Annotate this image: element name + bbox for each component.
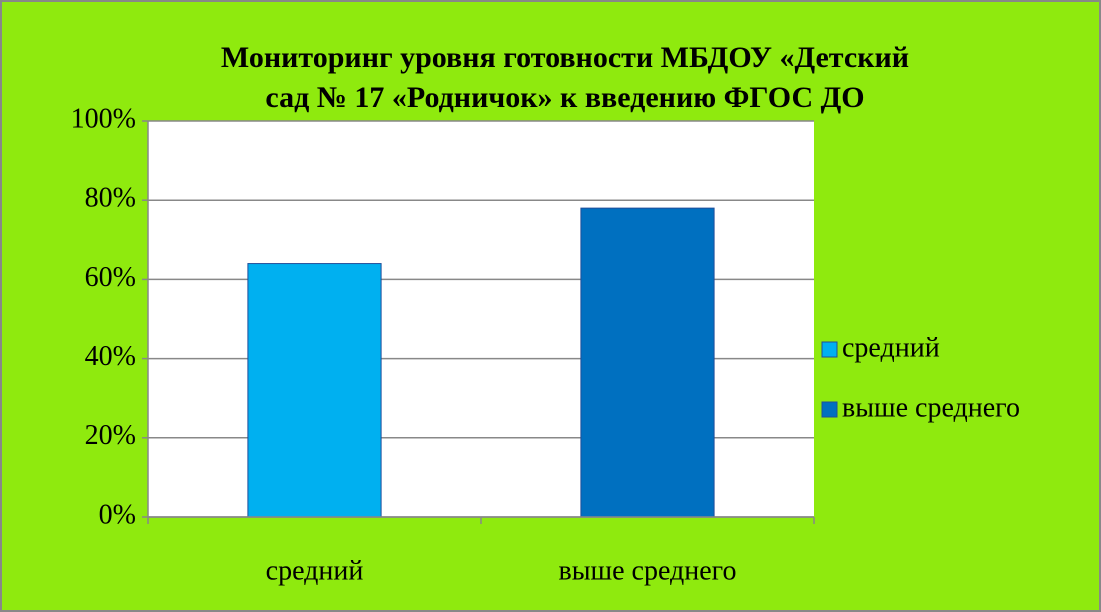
x-tick-label: выше среднего bbox=[559, 555, 737, 586]
bar bbox=[580, 207, 715, 518]
y-tick-label: 0% bbox=[99, 499, 136, 530]
legend-label: выше среднего bbox=[842, 392, 1020, 423]
bar bbox=[247, 263, 382, 518]
legend-label: средний bbox=[842, 332, 940, 363]
y-tick-label: 60% bbox=[85, 262, 136, 293]
chart-title: сад № 17 «Родничок» к введению ФГОС ДО bbox=[265, 81, 864, 114]
chart-title: Мониторинг уровня готовности МБДОУ «Детс… bbox=[221, 41, 909, 74]
legend-swatch bbox=[821, 401, 838, 418]
y-tick-label: 100% bbox=[71, 103, 136, 134]
y-tick-label: 80% bbox=[85, 183, 136, 214]
y-tick-label: 40% bbox=[85, 341, 136, 372]
legend-swatch bbox=[821, 341, 838, 358]
y-tick-label: 20% bbox=[85, 420, 136, 451]
x-tick-label: средний bbox=[266, 555, 364, 586]
